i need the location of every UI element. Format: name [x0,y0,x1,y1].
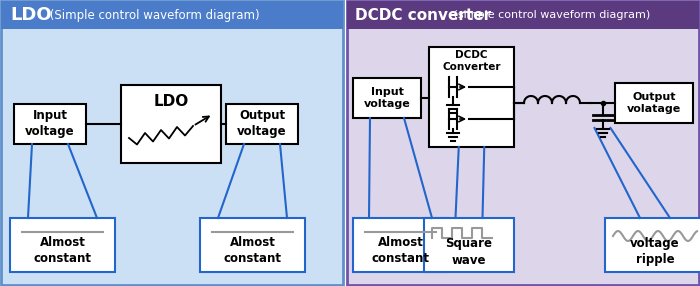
Text: Input
voltage: Input voltage [25,110,75,138]
Text: Input
voltage: Input voltage [363,87,410,109]
Text: DCDC converter: DCDC converter [355,7,491,23]
Text: voltage
ripple: voltage ripple [630,237,680,267]
Bar [429,47,514,147]
Bar [1,1,343,285]
Bar [10,218,115,272]
Bar [347,1,699,285]
Text: Almost
constant: Almost constant [223,235,281,265]
Text: Almost
constant: Almost constant [372,235,430,265]
Bar [424,218,514,272]
Text: LDO: LDO [153,94,188,110]
Text: DCDC
Converter: DCDC Converter [442,50,500,72]
Text: Almost
constant: Almost constant [34,235,92,265]
Text: Output
voltage: Output voltage [237,110,287,138]
Bar [1,1,343,29]
Bar [200,218,305,272]
Bar [353,218,448,272]
Text: (Simple control waveform diagram): (Simple control waveform diagram) [46,9,260,21]
Bar [615,83,693,123]
Text: (simple control waveform diagram): (simple control waveform diagram) [450,10,650,20]
Bar [353,78,421,118]
Bar [14,104,86,144]
Bar [347,1,699,29]
Bar [605,218,700,272]
Text: Output
volatage: Output volatage [627,92,681,114]
Bar [226,104,298,144]
Text: Square
wave: Square wave [445,237,493,267]
Bar [121,85,221,163]
Text: LDO: LDO [10,6,52,24]
